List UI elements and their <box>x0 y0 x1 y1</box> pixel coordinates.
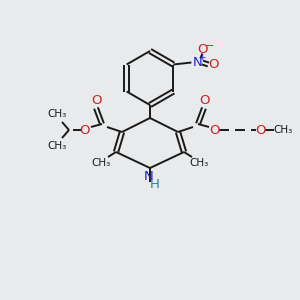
Text: N: N <box>144 170 154 184</box>
Text: CH₃: CH₃ <box>47 141 67 151</box>
Text: N: N <box>193 56 202 69</box>
Text: O: O <box>210 124 220 136</box>
Text: CH₃: CH₃ <box>47 109 67 119</box>
Text: O: O <box>208 58 219 71</box>
Text: CH₃: CH₃ <box>273 125 292 135</box>
Text: O: O <box>199 94 209 107</box>
Text: O: O <box>91 94 101 107</box>
Text: CH₃: CH₃ <box>189 158 208 168</box>
Text: O: O <box>80 124 90 136</box>
Text: H: H <box>150 178 160 191</box>
Text: +: + <box>198 53 205 62</box>
Text: O: O <box>256 124 266 136</box>
Text: CH₃: CH₃ <box>92 158 111 168</box>
Text: O: O <box>197 43 208 56</box>
Text: −: − <box>205 40 214 50</box>
